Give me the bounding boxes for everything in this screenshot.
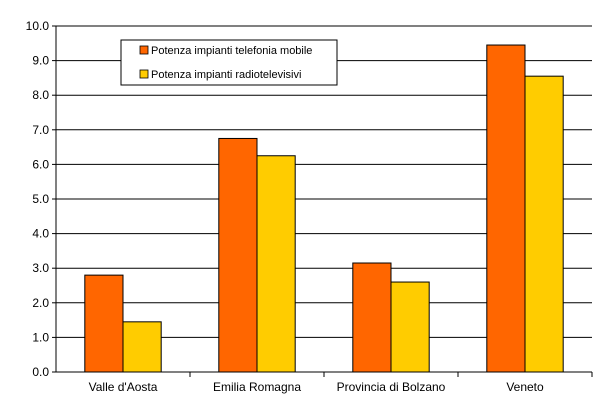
bar-radiotelevisivi <box>524 75 564 373</box>
legend: Potenza impianti telefonia mobile Potenz… <box>120 39 338 86</box>
bar-telefonia <box>218 137 258 373</box>
bar-radiotelevisivi <box>122 321 162 373</box>
x-tick-label: Provincia di Bolzano <box>337 380 446 394</box>
legend-label-radiotelevisivi: Potenza impianti radiotelevisivi <box>151 69 301 81</box>
legend-box <box>120 39 338 86</box>
y-tick-label: 1.0 <box>32 330 49 344</box>
y-tick-label: 10.0 <box>26 19 50 33</box>
legend-swatch-telefonia <box>139 45 149 55</box>
y-axis-ticks: 0.0 1.0 2.0 3.0 4.0 5.0 6.0 7.0 8.0 9.0 10.0 <box>26 19 56 379</box>
bar-radiotelevisivi <box>256 155 296 373</box>
x-axis-ticks: Valle d'Aosta Emilia Romagna Provincia di … <box>89 372 593 394</box>
x-tick-label: Valle d'Aosta <box>89 380 158 394</box>
y-tick-label: 0.0 <box>32 365 49 379</box>
y-tick-label: 2.0 <box>32 296 49 310</box>
legend-swatch-radiotelevisivi <box>139 69 149 79</box>
x-tick-label: Veneto <box>506 380 544 394</box>
y-tick-label: 5.0 <box>32 192 49 206</box>
bar-telefonia <box>84 274 124 373</box>
bar-radiotelevisivi <box>390 281 430 373</box>
legend-label-telefonia: Potenza impianti telefonia mobile <box>151 45 312 57</box>
bar-telefonia <box>352 262 392 373</box>
y-tick-label: 4.0 <box>32 227 49 241</box>
y-tick-label: 6.0 <box>32 157 49 171</box>
y-tick-label: 7.0 <box>32 123 49 137</box>
bars <box>84 44 564 373</box>
y-tick-label: 9.0 <box>32 54 49 68</box>
y-tick-label: 8.0 <box>32 88 49 102</box>
y-tick-label: 3.0 <box>32 261 49 275</box>
bar-telefonia <box>486 44 526 373</box>
x-tick-label: Emilia Romagna <box>213 380 301 394</box>
